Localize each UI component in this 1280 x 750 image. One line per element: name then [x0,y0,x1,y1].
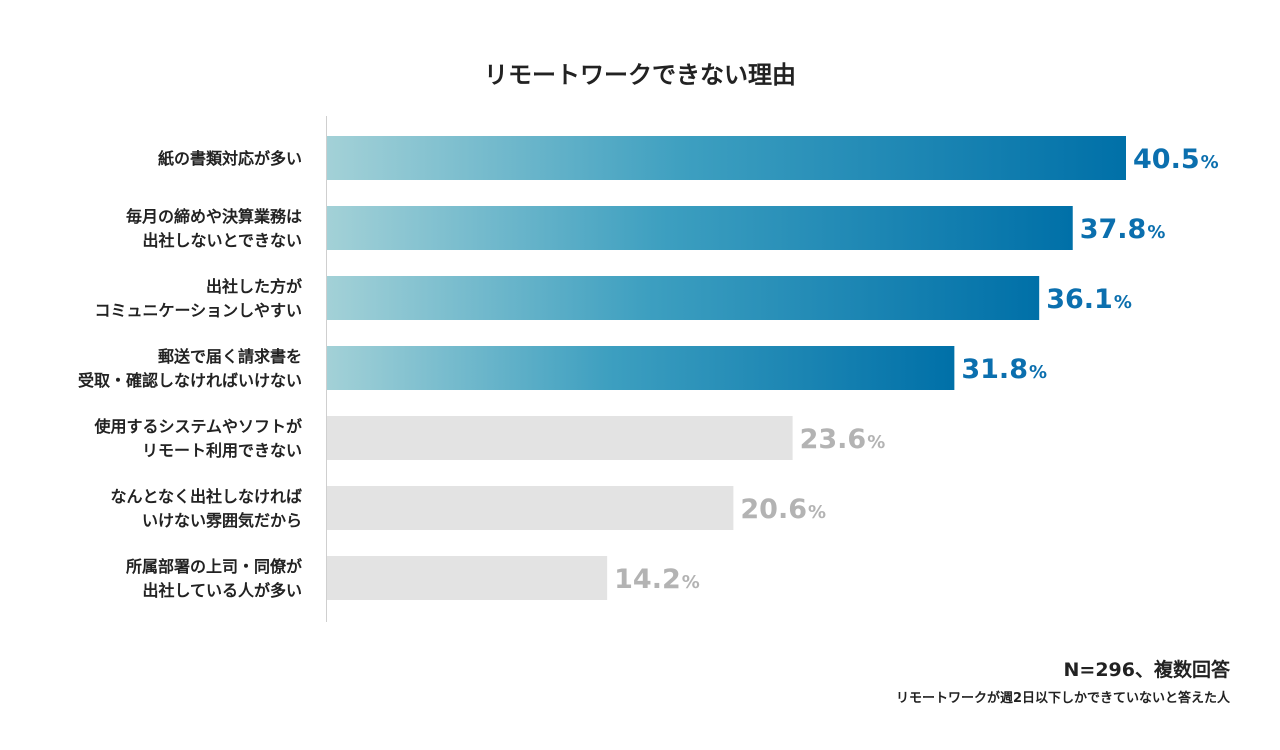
sample-subnote: リモートワークが週2日以下しかできていないと答えた人 [896,690,1231,706]
value-label-6: 20.6% [740,494,826,525]
value-label-3: 36.1% [1046,284,1132,315]
category-label-5-line-1: 使用するシステムやソフトが [93,417,302,436]
bar-1 [327,136,1126,180]
category-label-2-line-1: 毎月の締めや決算業務は [126,207,302,226]
value-label-1: 40.5% [1133,144,1219,175]
category-labels-layer: 紙の書類対応が多い毎月の締めや決算業務は出社しないとできない出社した方がコミュニ… [78,149,302,600]
category-label-4-line-1: 郵送で届く請求書を [158,347,302,366]
category-label-7-line-1: 所属部署の上司・同僚が [126,557,302,576]
bar-7 [327,556,608,600]
category-label-7-line-2: 出社している人が多い [142,581,302,600]
sample-note: N=296、複数回答 [1064,658,1231,681]
value-labels-layer: 40.5% 37.8% 36.1% 31.8% 23.6% 20.6% 14.2% [614,144,1219,595]
value-label-7: 14.2% [614,564,700,595]
category-label-4-line-2: 受取・確認しなければいけない [78,371,302,390]
bars-layer [327,136,1126,600]
bar-2 [327,206,1073,250]
category-label-6-line-2: いけない雰囲気だから [142,511,302,530]
bar-3 [327,276,1040,320]
category-label-1: 紙の書類対応が多い [158,149,302,168]
category-label-5-line-2: リモート利用できない [142,441,302,460]
category-label-3-line-1: 出社した方が [206,277,302,296]
category-label-2-line-2: 出社しないとできない [142,231,302,250]
value-label-2: 37.8% [1080,214,1166,245]
bar-6 [327,486,734,530]
bar-4 [327,346,955,390]
category-label-6-line-1: なんとなく出社しなければ [110,487,302,506]
chart-title: リモートワークできない理由 [484,61,796,89]
bar-5 [327,416,793,460]
value-label-4: 31.8% [961,354,1047,385]
value-label-5: 23.6% [800,424,886,455]
category-label-3-line-2: コミュニケーションしやすい [94,301,302,320]
